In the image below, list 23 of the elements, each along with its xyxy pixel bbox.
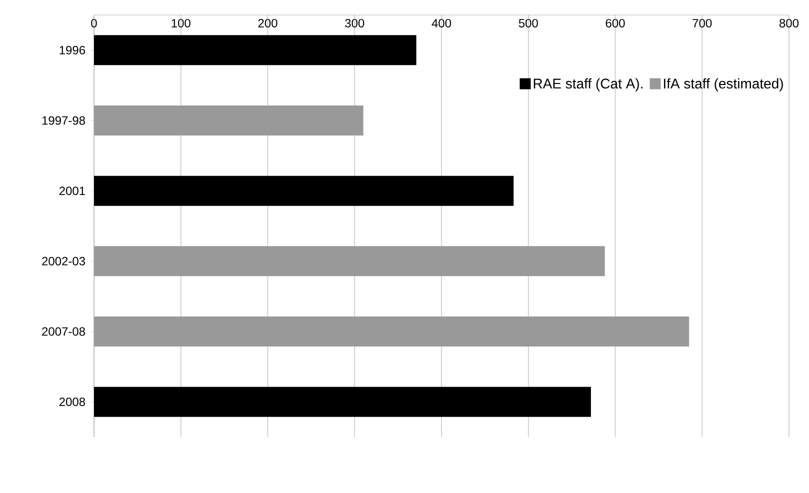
bar [94,35,416,66]
x-tick-label: 300 [345,18,364,28]
y-tick-label: 2008 [59,398,86,406]
bar [94,316,690,347]
x-tick-label: 400 [432,18,452,28]
legend-label: IfA staff (estimated) [664,78,783,92]
x-tick-label: 100 [172,18,190,28]
y-tick-label: 2001 [59,186,85,196]
x-tick-label: 700 [692,18,712,28]
bar [94,386,591,417]
legend-label: RAE staff (Cat A). [534,78,642,92]
bar [94,106,364,136]
x-tick-label: 0 [91,18,97,28]
y-tick-label: 2007-08 [42,327,86,336]
bar [94,176,514,206]
x-tick-label: 500 [518,18,538,28]
y-tick-label: 2002-03 [42,256,86,266]
bar [94,246,605,276]
y-tick-label: 1996 [60,46,86,54]
y-tick-label: 1997-98 [42,116,86,125]
x-tick-label: 200 [258,18,278,28]
x-tick-label: 600 [606,18,625,28]
x-tick-label: 800 [780,18,799,28]
